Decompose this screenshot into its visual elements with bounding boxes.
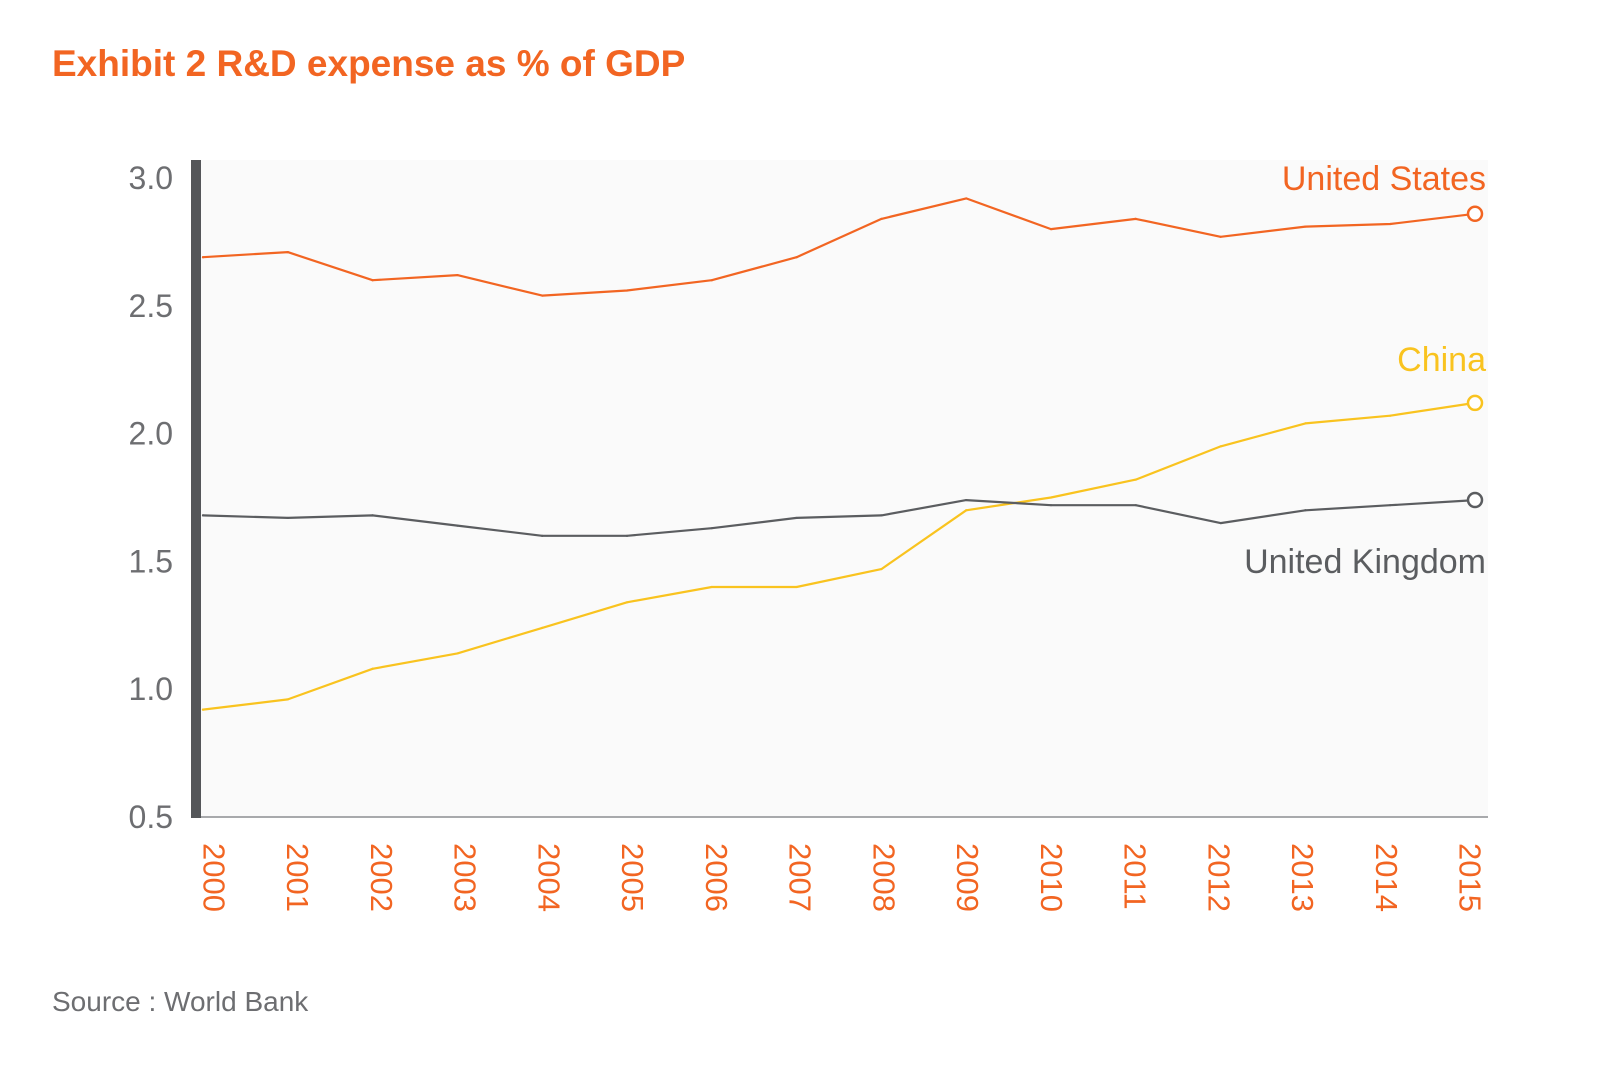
x-tick-label: 2011 (1118, 843, 1153, 910)
data-point-united-states-2008 (880, 217, 883, 220)
x-tick-label: 2014 (1369, 843, 1404, 912)
data-point-united-states-2003 (456, 274, 459, 277)
data-point-united-kingdom-2007 (795, 516, 798, 520)
data-point-china-2013 (1304, 422, 1307, 425)
x-tick-label: 2015 (1453, 843, 1488, 912)
x-tick-label: 2008 (866, 843, 901, 912)
y-tick-label: 0.5 (129, 799, 173, 835)
chart-title: Exhibit 2 R&D expense as % of GDP (52, 43, 686, 84)
data-point-china-2014 (1389, 414, 1392, 417)
data-point-united-kingdom-2000 (201, 514, 205, 517)
end-marker-united-states (1466, 205, 1484, 223)
data-point-united-states-2004 (541, 294, 544, 297)
x-tick-label: 2010 (1034, 843, 1069, 912)
data-point-united-states-2001 (286, 251, 289, 254)
series-united-kingdom: United Kingdom (201, 491, 1486, 581)
y-tick-label: 1.0 (129, 671, 173, 707)
data-point-united-kingdom-2004 (541, 534, 544, 537)
y-axis-bar (191, 160, 201, 818)
data-point-china-2010 (1049, 496, 1053, 499)
x-tick-label: 2013 (1285, 843, 1320, 912)
data-point-united-kingdom-2001 (286, 516, 289, 520)
data-point-china-2008 (880, 567, 883, 571)
data-point-united-kingdom-2003 (456, 524, 459, 527)
data-point-united-kingdom-2009 (965, 498, 968, 502)
x-tick-label: 2006 (699, 843, 734, 912)
x-tick-label: 2003 (448, 843, 483, 912)
series-label-united-kingdom: United Kingdom (1244, 543, 1486, 581)
data-point-united-states-2005 (625, 289, 629, 292)
data-point-united-kingdom-2005 (625, 534, 629, 537)
data-point-united-states-2002 (371, 279, 374, 282)
data-point-united-states-2013 (1304, 225, 1307, 228)
data-point-united-kingdom-2008 (880, 514, 883, 517)
series-line-united-kingdom (201, 499, 1477, 537)
data-point-united-kingdom-2014 (1389, 504, 1392, 507)
x-tick-label: 2012 (1201, 843, 1236, 912)
data-point-united-states-2010 (1049, 228, 1053, 231)
series-line-united-states (201, 197, 1477, 297)
plot-background (201, 160, 1488, 817)
x-tick-label: 2004 (531, 843, 566, 912)
data-point-china-2012 (1219, 445, 1222, 448)
y-tick-label: 2.5 (129, 288, 173, 324)
data-point-china-2006 (710, 585, 713, 589)
data-point-united-kingdom-2011 (1134, 504, 1137, 507)
data-point-united-kingdom-2006 (710, 527, 713, 530)
data-point-china-2000 (201, 708, 205, 711)
y-tick-label: 2.0 (129, 416, 173, 452)
x-tick-label: 2001 (280, 843, 315, 912)
data-point-china-2001 (286, 698, 289, 701)
x-tick-label: 2000 (197, 843, 232, 912)
series-label-china: China (1397, 341, 1486, 379)
source-note: Source : World Bank (52, 986, 309, 1017)
data-point-united-kingdom-2002 (371, 514, 374, 517)
data-point-china-2003 (456, 652, 459, 655)
x-tick-label: 2005 (615, 843, 650, 912)
x-tick-label: 2009 (950, 843, 985, 912)
data-point-united-states-2006 (710, 279, 713, 282)
data-point-china-2005 (625, 601, 629, 604)
series-china: China (201, 341, 1486, 711)
series-united-states: United States (201, 160, 1486, 297)
data-point-china-2002 (371, 667, 374, 670)
data-point-united-kingdom-2010 (1049, 504, 1053, 507)
end-marker-china (1466, 394, 1484, 412)
data-point-united-states-2009 (965, 197, 968, 200)
y-tick-labels: 3.0 2.5 2.0 1.5 1.0 0.5 (129, 160, 173, 835)
data-point-china-2011 (1134, 478, 1137, 481)
data-point-china-2004 (541, 626, 544, 629)
x-tick-label: 2002 (364, 843, 399, 912)
data-point-united-kingdom-2012 (1219, 521, 1222, 525)
data-point-china-2007 (795, 585, 798, 589)
data-point-united-states-2011 (1134, 217, 1137, 220)
data-point-united-states-2000 (201, 256, 205, 259)
x-tick-label: 2007 (783, 843, 818, 912)
y-tick-label: 3.0 (129, 160, 173, 196)
series-line-china (201, 401, 1477, 711)
data-point-china-2009 (965, 509, 968, 512)
data-point-united-kingdom-2013 (1304, 509, 1307, 512)
y-tick-label: 1.5 (129, 543, 173, 579)
x-tick-labels: 2000 2001 2002 2003 2004 2005 2006 2007 2008 2009… (197, 843, 1488, 912)
data-point-united-states-2014 (1389, 222, 1392, 226)
data-point-united-states-2007 (795, 256, 798, 259)
data-point-united-states-2012 (1219, 235, 1222, 238)
series-label-united-states: United States (1282, 160, 1486, 198)
end-marker-united-kingdom (1466, 491, 1484, 509)
